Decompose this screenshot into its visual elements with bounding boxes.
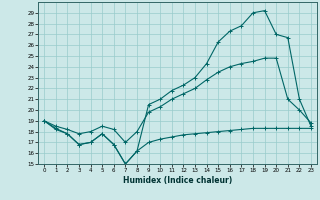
X-axis label: Humidex (Indice chaleur): Humidex (Indice chaleur) <box>123 176 232 185</box>
